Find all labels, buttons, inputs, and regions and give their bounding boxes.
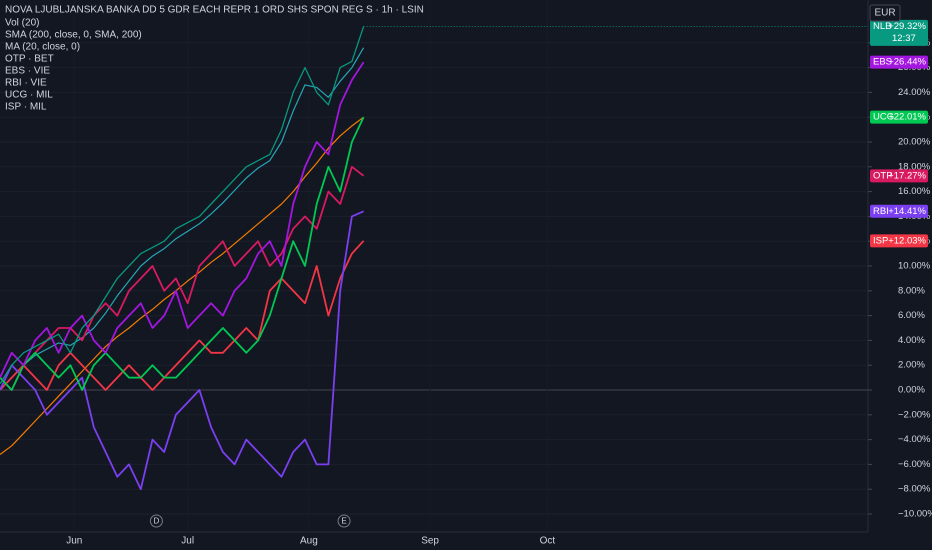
price-tag-name: EBS (873, 57, 892, 68)
price-tag (870, 169, 928, 183)
x-tick-label: Jun (66, 536, 82, 547)
series-line (0, 116, 364, 455)
legend-entry: SMA (200, close, 0, SMA, 200) (5, 30, 142, 41)
y-tick-label: 10.00% (898, 261, 931, 272)
y-tick-label: 24.00% (898, 87, 931, 98)
currency: EUR (874, 8, 895, 19)
legend-entry: UCG · MIL (5, 90, 53, 101)
y-tick-label: 20.00% (898, 137, 931, 148)
y-tick-label: 18.00% (898, 161, 931, 172)
event-label: E (341, 517, 346, 526)
event-marker (149, 514, 163, 528)
y-tick-label: −6.00% (898, 459, 931, 470)
series-line (0, 26, 365, 385)
price-tag-value: +29.32% (888, 21, 926, 32)
price-tag-value: +12.03% (888, 235, 926, 246)
legend-entry: MA (20, close, 0) (5, 42, 80, 53)
legend-entry: OTP · BET (5, 54, 54, 65)
legend-entry: Vol (20) (5, 18, 39, 29)
price-tag-name: UCG (873, 112, 894, 123)
x-tick-label: Jul (181, 536, 194, 547)
legend-entry: ISP · MIL (5, 102, 47, 113)
series-line (0, 61, 365, 378)
x-tick-label: Oct (540, 536, 556, 547)
price-tag (870, 19, 928, 46)
price-tag-time: 12:37 (892, 33, 916, 44)
legend-entry: RBI · VIE (5, 78, 47, 89)
price-tag-value: +26.44% (888, 57, 926, 68)
y-tick-label: 16.00% (898, 186, 931, 197)
y-tick-label: −8.00% (898, 484, 931, 495)
x-tick-label: Aug (300, 536, 318, 547)
x-tick-label: Sep (421, 536, 439, 547)
series-line (0, 240, 365, 391)
price-tag-value: +14.41% (888, 206, 926, 217)
y-tick-label: 8.00% (898, 285, 925, 296)
chart-title: NOVA LJUBLJANSKA BANKA DD 5 GDR EACH REP… (5, 5, 424, 16)
currency-box (869, 4, 901, 22)
axes: −10.00% −8.00% −6.00% −4.00% −2.00% 0.00% 2.00… (66, 19, 932, 547)
legend-entry: EBS · VIE (5, 66, 50, 77)
event-marker (337, 514, 351, 528)
price-tag (870, 110, 928, 124)
series-line (0, 116, 365, 391)
y-tick-label: 2.00% (898, 360, 925, 371)
price-tag-name: RBI (873, 206, 889, 217)
series-line (0, 47, 365, 391)
y-tick-label: −10.00% (898, 509, 932, 520)
event-label: D (154, 517, 160, 526)
price-tag (870, 204, 928, 218)
grid (0, 389, 868, 391)
price-tag (870, 234, 928, 248)
price-tag-name: NLB (873, 21, 891, 32)
legend: NOVA LJUBLJANSKA BANKA DD 5 GDR EACH REP… (5, 5, 424, 113)
y-tick-label: 6.00% (898, 310, 925, 321)
price-tag-name: OTP (873, 170, 893, 181)
series-line (0, 210, 364, 491)
price-tag (870, 55, 928, 69)
price-tag-name: ISP (873, 235, 888, 246)
y-tick-label: −4.00% (898, 434, 931, 445)
price-tag-value: +22.01% (888, 112, 926, 123)
y-tick-label: 0.00% (898, 385, 925, 396)
y-tick-label: 4.00% (898, 335, 925, 346)
y-tick-label: −2.00% (898, 409, 931, 420)
series-line (0, 165, 365, 391)
price-tag-value: +17.27% (888, 170, 926, 181)
